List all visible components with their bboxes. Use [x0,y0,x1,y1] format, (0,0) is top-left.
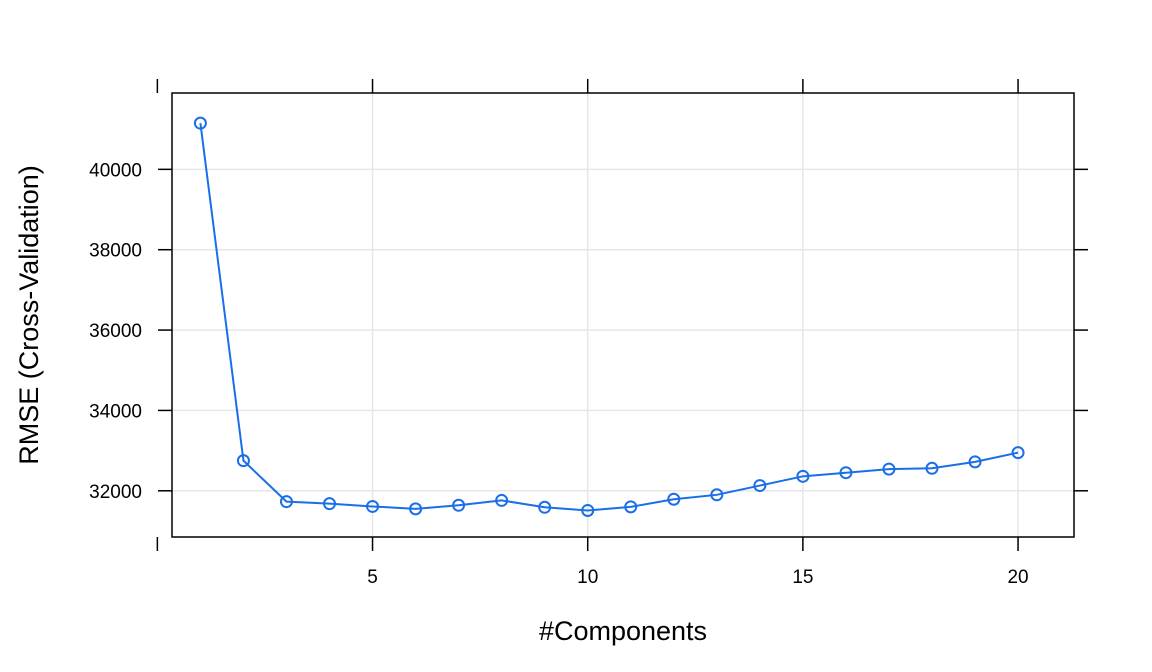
axis-ticks [156,79,1088,551]
y-tick-label: 38000 [89,241,142,262]
data-point [193,116,207,130]
x-tick-label: 20 [1007,567,1028,588]
y-tick-label: 34000 [89,401,142,422]
data-point [279,495,293,509]
series-line [199,123,1019,512]
y-tick-label: 40000 [89,160,142,181]
x-tick-label: 10 [577,567,598,588]
data-point [323,497,337,511]
gridlines [172,93,1074,537]
x-tick-label: 15 [792,567,813,588]
series-rmse [193,116,1025,517]
data-point [667,492,681,506]
data-point [839,466,853,480]
data-point [452,498,466,512]
data-point [624,500,638,514]
data-point [538,500,552,514]
x-tick-label: 5 [367,567,378,588]
plot-frame [171,92,1075,538]
y-tick-label: 32000 [89,482,142,503]
y-axis-title: RMSE (Cross-Validation) [14,165,44,465]
data-point [796,469,810,483]
data-point [968,455,982,469]
x-axis-title: #Components [539,616,707,646]
y-tick-label: 36000 [89,321,142,342]
data-point [409,502,423,516]
data-point [753,479,767,493]
data-point [710,488,724,502]
data-point [581,503,595,517]
data-point [366,499,380,513]
data-point [236,454,250,468]
data-point [1011,446,1025,460]
tick-labels: 5 10 15 20 32000 34000 36000 38000 40000 [89,160,1028,588]
data-point [925,461,939,475]
data-point [882,462,896,476]
data-point [495,493,509,507]
